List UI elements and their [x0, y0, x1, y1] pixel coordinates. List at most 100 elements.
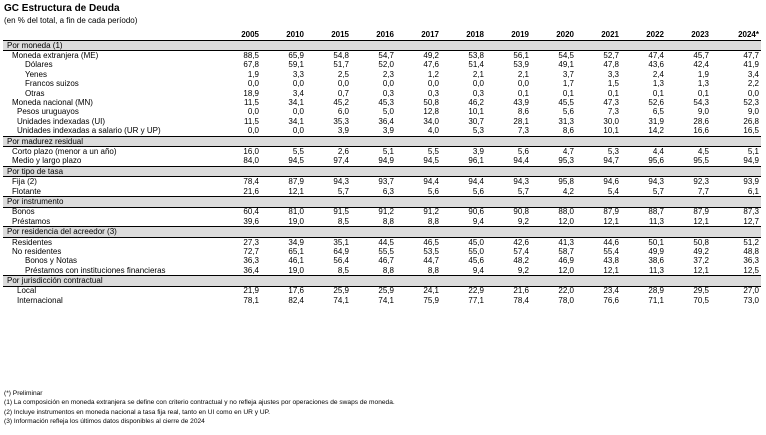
- value-cell: 94,3: [513, 177, 529, 187]
- table-row: Yenes 1,9 3,3 2,5 2,3 1,2 2,1 2,1 3,7 3,3 2,4 1,9 3,…: [3, 70, 761, 79]
- value-cell: 94,4: [513, 156, 529, 166]
- table-row: Dólares 67,8 59,1 51,7 52,0 47,6 51,4 53,9 49,1 4…: [3, 61, 761, 70]
- value-cell: 11,3: [649, 265, 664, 275]
- value-cell: 47,8: [603, 60, 619, 70]
- value-cell: 48,8: [743, 246, 759, 256]
- value-cell: 78,4: [243, 177, 259, 187]
- row-label: Bonos y Notas: [25, 256, 78, 266]
- value-cell: 8,8: [427, 265, 439, 275]
- section-header-row: Por instrumento: [3, 196, 761, 208]
- value-cell: 46,7: [378, 256, 394, 266]
- value-cell: 56,4: [333, 256, 349, 266]
- value-cell: 45,5: [558, 98, 574, 108]
- value-cell: 94,5: [423, 156, 439, 166]
- value-cell: 3,9: [382, 126, 394, 136]
- value-cell: 25,9: [378, 286, 394, 296]
- value-cell: 46,5: [423, 237, 439, 247]
- value-cell: 12,7: [743, 216, 759, 226]
- value-cell: 12,0: [558, 216, 574, 226]
- value-cell: 60,4: [243, 207, 259, 217]
- value-cell: 88,7: [648, 207, 664, 217]
- section-title: Por residencia del acreedor (3): [3, 226, 761, 238]
- table-row: Corto plazo (menor a un año) 16,0 5,5 2,6 5,…: [3, 147, 761, 157]
- value-cell: 96,1: [468, 156, 484, 166]
- value-cell: 1,5: [607, 79, 619, 89]
- value-cell: 47,7: [743, 51, 759, 61]
- value-cell: 8,5: [337, 216, 349, 226]
- table-row: Francos suizos 0,0 0,0 0,0 0,0 0,0 0,0 0,0 1,7 1,…: [3, 80, 761, 89]
- value-cell: 43,9: [513, 98, 529, 108]
- section-title: Por madurez residual: [3, 135, 761, 148]
- value-cell: 74,1: [333, 295, 349, 305]
- value-cell: 5,7: [652, 186, 664, 196]
- value-cell: 5,3: [472, 126, 484, 136]
- value-cell: 49,2: [423, 51, 439, 61]
- value-cell: 95,6: [648, 156, 664, 166]
- footnotes: (*) Preliminar (1) La composición en mon…: [4, 389, 395, 426]
- value-cell: 57,4: [513, 246, 529, 256]
- value-cell: 54,3: [693, 98, 709, 108]
- value-cell: 5,7: [337, 186, 349, 196]
- value-cell: 0,0: [472, 79, 484, 89]
- value-cell: 52,6: [648, 98, 664, 108]
- value-cell: 70,5: [693, 295, 709, 305]
- value-cell: 11,5: [244, 116, 259, 126]
- value-cell: 0,0: [247, 107, 259, 117]
- value-cell: 0,0: [247, 79, 259, 89]
- value-cell: 1,3: [697, 79, 709, 89]
- value-cell: 23,4: [603, 286, 619, 296]
- section-header-row: Por tipo de tasa: [3, 166, 761, 178]
- row-label: Local: [17, 286, 37, 296]
- section-header-row: Por jurisdicción contractual: [3, 275, 761, 287]
- value-cell: 2,2: [747, 79, 759, 89]
- value-cell: 12,1: [603, 265, 619, 275]
- value-cell: 47,4: [648, 51, 664, 61]
- value-cell: 44,7: [423, 256, 439, 266]
- value-cell: 5,6: [427, 186, 439, 196]
- value-cell: 1,2: [427, 69, 439, 79]
- value-cell: 21,6: [513, 286, 529, 296]
- table-row: Internacional 78,1 82,4 74,1 74,1 75,9 77,1 78,…: [3, 296, 761, 305]
- value-cell: 3,9: [472, 146, 484, 156]
- value-cell: 45,0: [468, 237, 484, 247]
- value-cell: 5,1: [382, 146, 394, 156]
- value-cell: 94,4: [468, 177, 484, 187]
- value-cell: 3,4: [292, 88, 304, 98]
- value-cell: 94,7: [603, 156, 619, 166]
- value-cell: 12,5: [743, 265, 759, 275]
- value-cell: 43,6: [648, 60, 664, 70]
- value-cell: 5,6: [562, 107, 574, 117]
- value-cell: 27,0: [743, 286, 759, 296]
- value-cell: 71,1: [648, 295, 664, 305]
- year-header: 2023: [666, 30, 711, 41]
- value-cell: 64,9: [333, 246, 349, 256]
- value-cell: 8,6: [517, 107, 529, 117]
- value-cell: 94,4: [423, 177, 439, 187]
- value-cell: 5,7: [517, 186, 529, 196]
- value-cell: 12,1: [693, 216, 709, 226]
- value-cell: 28,9: [648, 286, 664, 296]
- value-cell: 67,8: [243, 60, 259, 70]
- value-cell: 0,0: [517, 79, 529, 89]
- value-cell: 41,3: [558, 237, 574, 247]
- value-cell: 49,2: [693, 246, 709, 256]
- year-header: 2017: [396, 30, 441, 41]
- value-cell: 52,0: [378, 60, 394, 70]
- row-label: Bonos: [12, 207, 35, 217]
- row-label: Francos suizos: [25, 79, 79, 89]
- row-label: Moneda extranjera (ME): [12, 51, 99, 61]
- value-cell: 54,5: [558, 51, 574, 61]
- value-cell: 47,6: [423, 60, 439, 70]
- value-cell: 5,5: [427, 146, 439, 156]
- value-cell: 87,9: [288, 177, 304, 187]
- value-cell: 28,6: [693, 116, 709, 126]
- value-cell: 16,0: [243, 146, 259, 156]
- value-cell: 11,5: [244, 98, 259, 108]
- year-header: 2005: [216, 30, 261, 41]
- table-row: Unidades indexadas (UI) 11,5 34,1 35,3 36,4 3…: [3, 117, 761, 126]
- value-cell: 0,1: [517, 88, 529, 98]
- year-header: 2024*: [711, 30, 761, 41]
- value-cell: 0,0: [382, 79, 394, 89]
- value-cell: 0,1: [697, 88, 709, 98]
